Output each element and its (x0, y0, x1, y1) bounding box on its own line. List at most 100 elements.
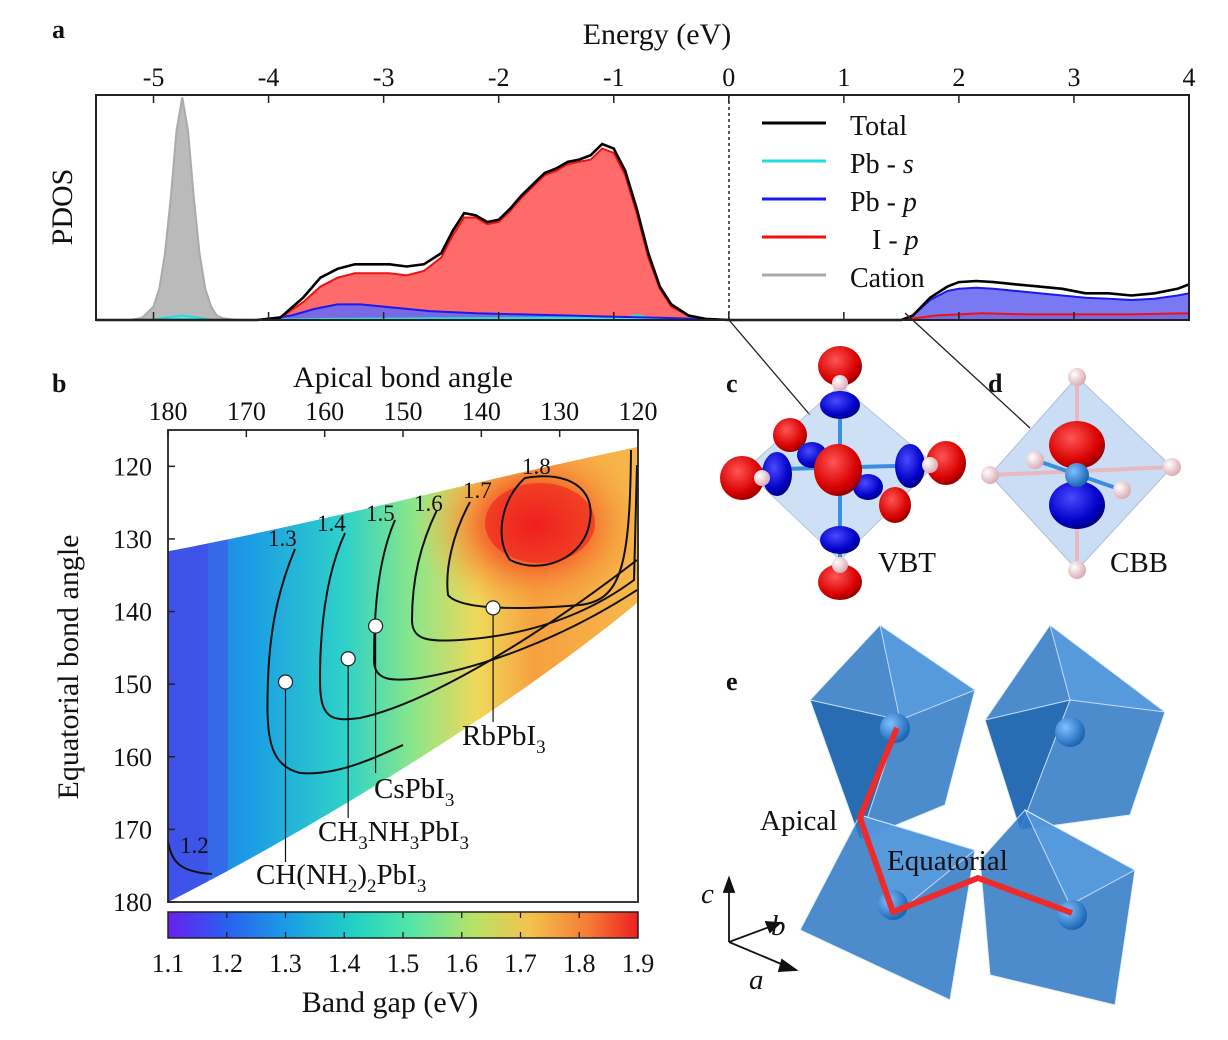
heatmap-y-axis-label: Equatorial bond angle (52, 535, 85, 800)
heat-x-tick-label: 150 (384, 397, 423, 426)
heat-x-tick-label: 140 (462, 397, 501, 426)
panel-label-e: e (726, 667, 738, 696)
colorbar-tick-label: 1.1 (152, 949, 185, 978)
heat-x-tick-label: 180 (149, 397, 188, 426)
panel-label-c: c (726, 369, 738, 398)
contour-label: 1.8 (522, 454, 551, 479)
legend-label: I - p (872, 225, 919, 256)
contour-1.8 (500, 475, 592, 567)
fapbi3-label: CH(NH2)2PbI3 (256, 859, 426, 897)
contour-1.4 (318, 532, 638, 721)
panel-label-b: b (52, 369, 66, 398)
contour-1.3 (266, 548, 404, 775)
bond-path (857, 726, 1074, 916)
contour-label: 1.7 (463, 478, 492, 503)
contour-label: 1.5 (366, 501, 395, 526)
pdos-line-total (96, 142, 1190, 322)
compound-marker (485, 600, 501, 616)
compound-marker (367, 618, 384, 634)
colorbar-tick-label: 1.5 (387, 949, 420, 978)
pdos-fill-cation (96, 97, 1189, 320)
vbt-orbital-image (720, 346, 966, 600)
pdos-fill-layer (96, 97, 1189, 320)
panel-label-d: d (988, 369, 1003, 398)
equatorial-label: Equatorial (887, 845, 1008, 877)
compound-marker (340, 651, 356, 667)
connector-cbb (904, 312, 1031, 429)
cbb-orbital-image (981, 368, 1181, 579)
crystal-axes (722, 875, 799, 972)
heat-y-tick-label: 160 (113, 743, 152, 772)
heatmap-ticks: 180 170 160 150 140 130 120 120 130 140 150 160 170 1… (113, 397, 658, 917)
contour-1.5 (372, 519, 638, 681)
pdos-tick-label: 4 (1183, 63, 1196, 92)
pdos-tick-label: -5 (143, 63, 165, 92)
heat-x-tick-label: 160 (305, 397, 344, 426)
colorbar-tick-label: 1.9 (622, 949, 655, 978)
pdos-tick-label: 1 (837, 63, 850, 92)
contour-1.7 (446, 449, 632, 609)
heat-y-tick-label: 120 (113, 452, 152, 481)
colorbar-tick-label: 1.3 (269, 949, 302, 978)
contour-1.2 (167, 841, 213, 875)
colorbar-ticks: 1.1 1.2 1.3 1.4 1.5 1.6 1.7 1.8 1.9 (152, 912, 655, 978)
pdos-tick-label: 3 (1067, 63, 1080, 92)
colorbar-label: Band gap (eV) (302, 986, 479, 1019)
contour-labels: 1.2 1.3 1.4 1.5 1.6 1.7 1.8 (180, 454, 551, 858)
heat-y-tick-label: 170 (113, 815, 152, 844)
contour-label: 1.4 (317, 511, 346, 536)
contour-label: 1.2 (180, 833, 209, 858)
compound-marker (277, 674, 294, 690)
contour-lines (167, 449, 638, 875)
pdos-line-cation (96, 97, 1189, 321)
legend-label: Total (850, 111, 907, 142)
axis-c-label: c (701, 878, 714, 910)
colorbar-tick-label: 1.4 (328, 949, 361, 978)
pdos-fill-pbp (96, 287, 1189, 320)
octahedra-structure-image (799, 623, 1167, 1006)
cspbi3-label: CsPbI3 (374, 773, 454, 811)
pdos-y-axis-label: PDOS (46, 169, 79, 246)
pdos-legend: Total Pb - s Pb - p I - p Cation (762, 111, 925, 294)
pdos-tick-label: -3 (373, 63, 395, 92)
pdos-fill-ip (96, 148, 1189, 320)
heat-x-tick-label: 170 (227, 397, 266, 426)
pdos-tick-label: -1 (603, 63, 625, 92)
vbt-label: VBT (878, 547, 936, 579)
cbb-label: CBB (1110, 547, 1168, 579)
legend-label: Pb - s (850, 149, 914, 180)
compound-labels: RbPbI3 CsPbI3 CH3NH3PbI3 CH(NH2)2PbI3 (256, 720, 546, 897)
pdos-tick-label: 2 (952, 63, 965, 92)
pdos-tick-label: -4 (258, 63, 280, 92)
apical-label: Apical (760, 805, 837, 837)
mapbi3-label: CH3NH3PbI3 (318, 816, 469, 854)
pdos-plot-frame (95, 94, 1190, 321)
heat-y-tick-label: 140 (113, 598, 152, 627)
pdos-x-axis-label: Energy (eV) (583, 18, 732, 51)
pdos-tick-label: 0 (722, 63, 735, 92)
pdos-tick-label: -2 (488, 63, 510, 92)
axis-b-label: b (771, 910, 786, 942)
connector-vbt (728, 319, 811, 416)
axis-a-label: a (749, 964, 764, 996)
heat-x-tick-label: 120 (619, 397, 658, 426)
colorbar-tick-label: 1.2 (211, 949, 244, 978)
heat-y-tick-label: 130 (113, 525, 152, 554)
legend-label: Cation (850, 263, 925, 294)
legend-label: Pb - p (850, 187, 917, 218)
colorbar-tick-label: 1.6 (446, 949, 479, 978)
pdos-x-ticks: -5 -4 -3 -2 -1 0 1 2 3 4 (143, 63, 1196, 320)
colorbar-tick-label: 1.7 (504, 949, 537, 978)
contour-label: 1.6 (414, 491, 443, 516)
contour-1.6 (410, 464, 638, 642)
compound-markers (277, 600, 501, 862)
contour-label: 1.3 (268, 526, 297, 551)
heat-y-tick-label: 150 (113, 670, 152, 699)
heatmap-x-axis-label: Apical bond angle (293, 361, 513, 394)
rbpbi3-label: RbPbI3 (462, 720, 546, 758)
panel-label-a: a (52, 15, 65, 44)
heat-y-tick-label: 180 (113, 888, 152, 917)
colorbar-tick-label: 1.8 (563, 949, 596, 978)
heat-x-tick-label: 130 (540, 397, 579, 426)
